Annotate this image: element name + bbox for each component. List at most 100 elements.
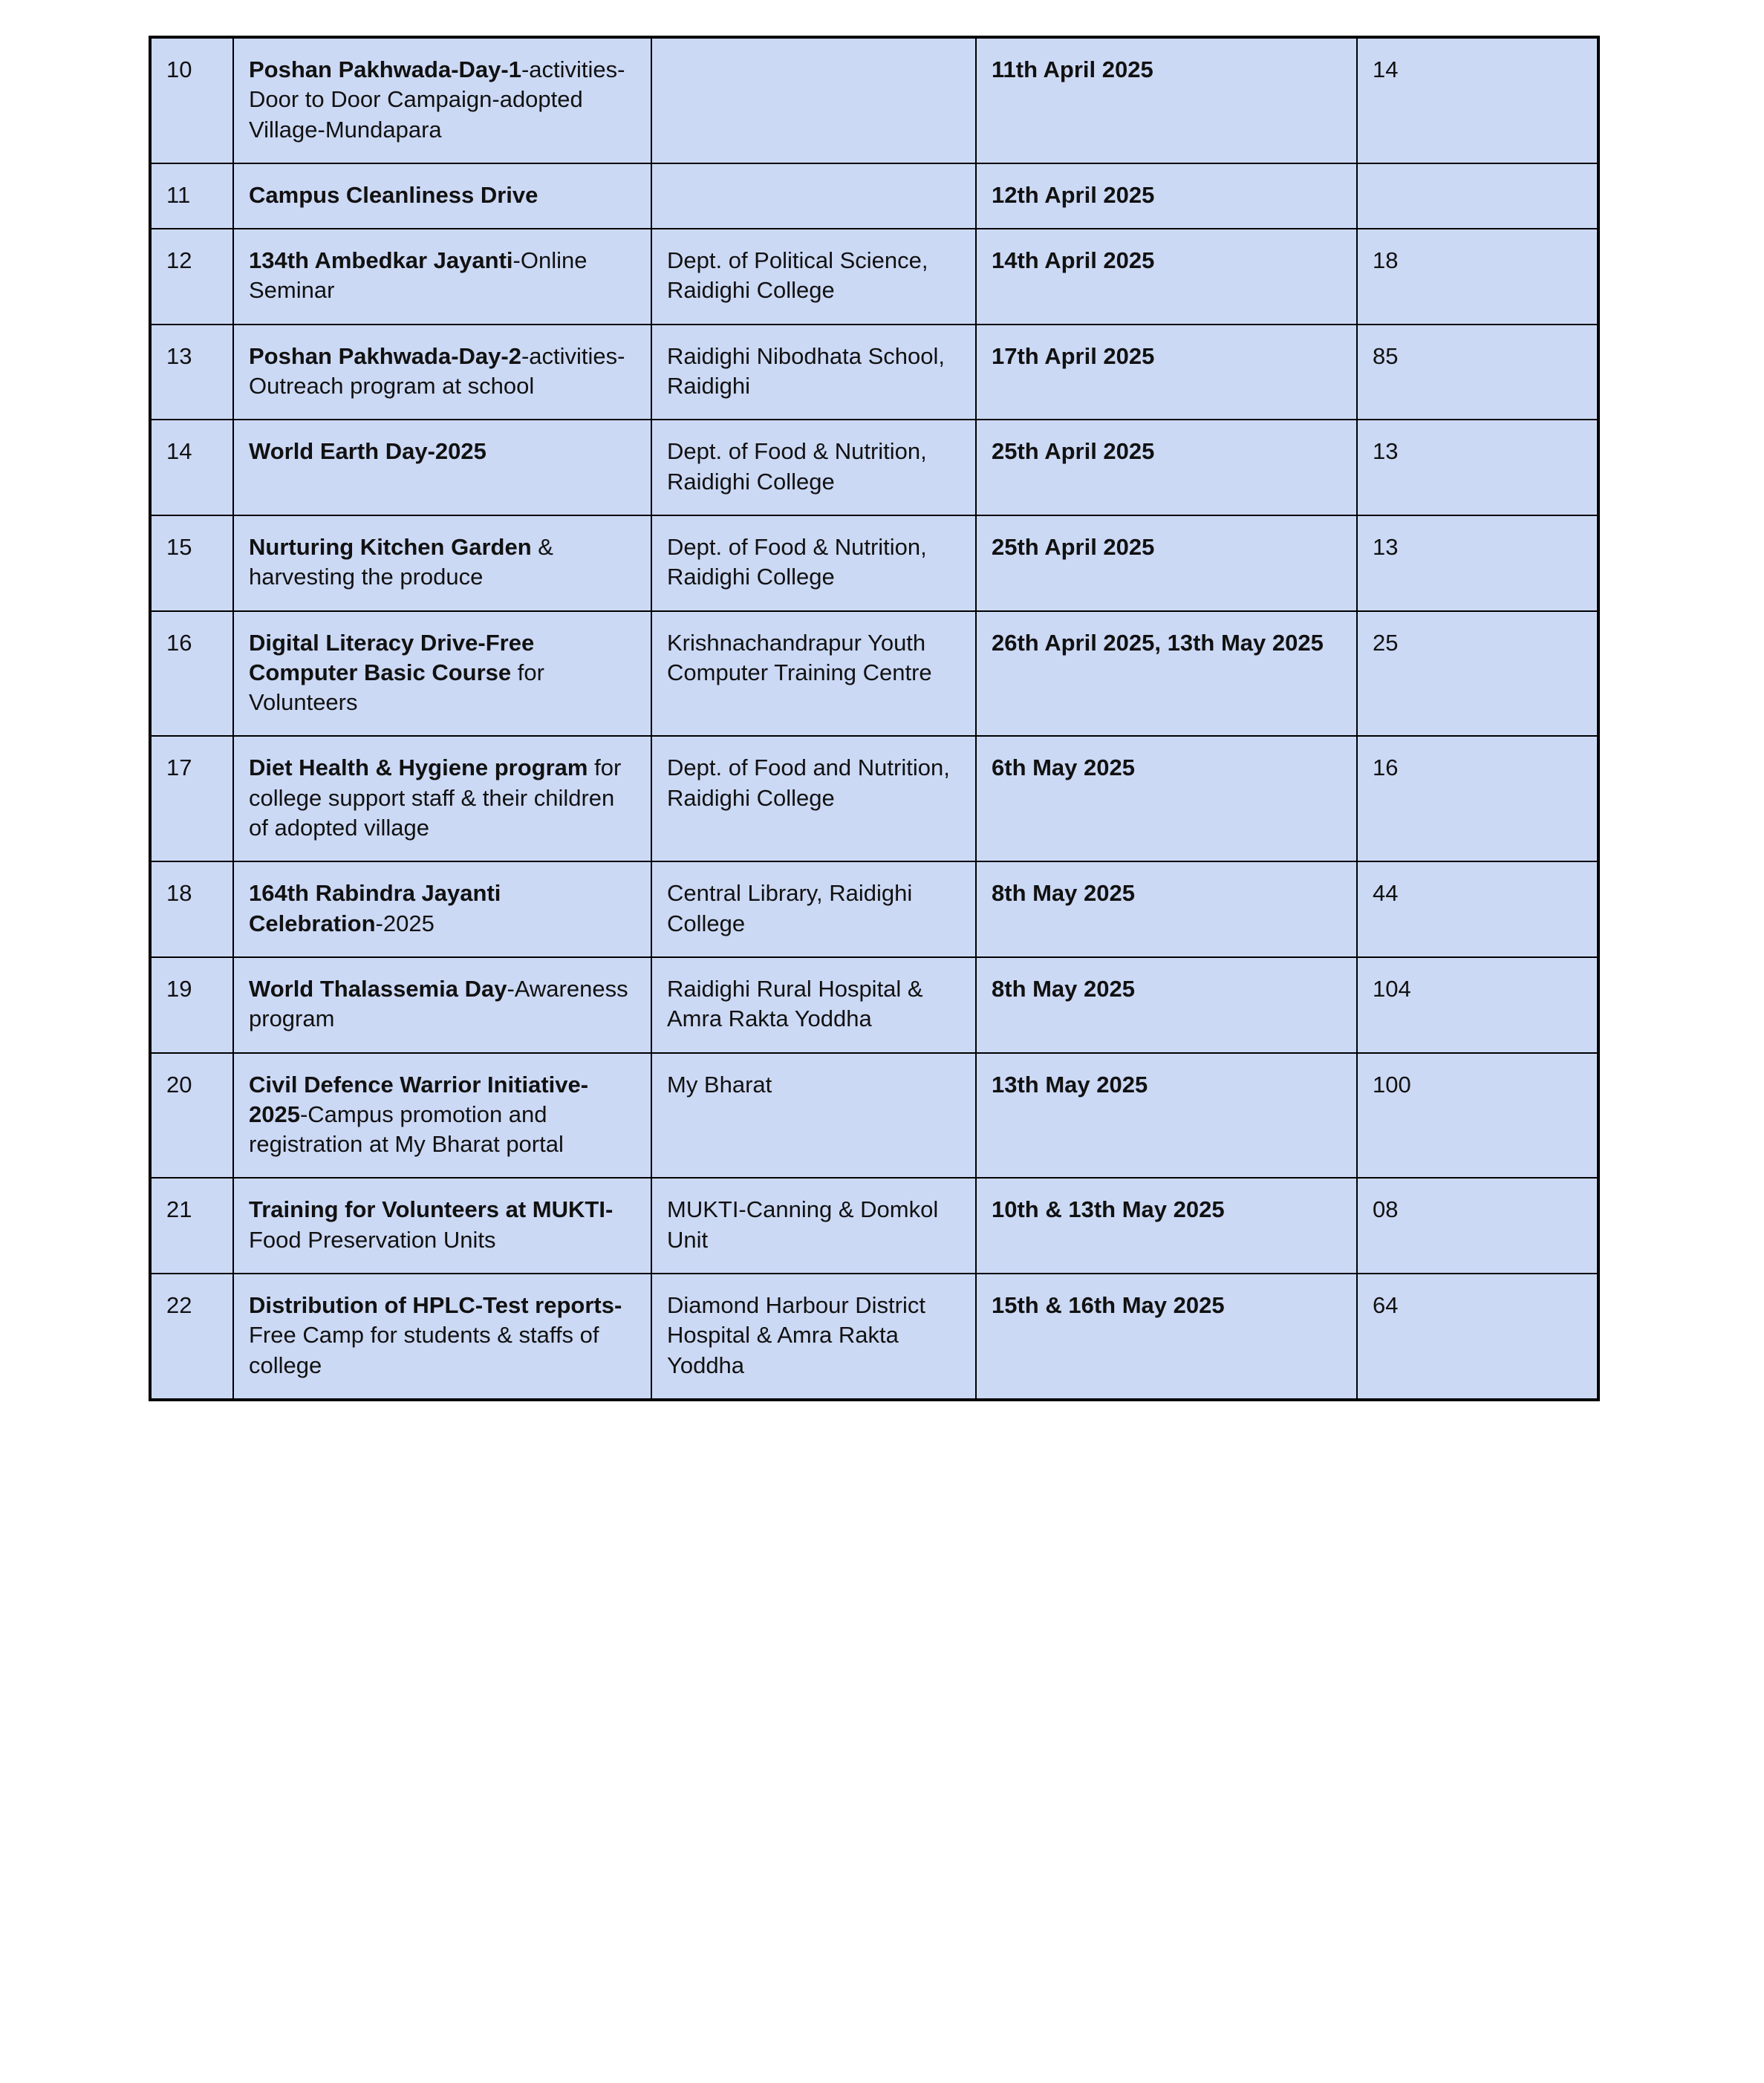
- cell-date: 15th & 16th May 2025: [975, 1273, 1358, 1401]
- cell-sl-no: 16: [149, 610, 234, 737]
- table-row: 18 164th Rabindra Jayanti Celebration-20…: [149, 861, 1599, 958]
- cell-organisation: Krishnachandrapur Youth Computer Trainin…: [651, 610, 977, 737]
- activity-title-bold: 164th Rabindra Jayanti Celebration: [249, 880, 501, 936]
- cell-sl-no: 15: [149, 514, 234, 612]
- cell-participants: 100: [1356, 1052, 1599, 1179]
- activity-title-rest: -Campus promotion and registration at My…: [249, 1101, 564, 1158]
- activity-title-rest: -Online Seminar: [249, 247, 588, 304]
- cell-date: 14th April 2025: [975, 228, 1358, 325]
- cell-date: 8th May 2025: [975, 956, 1358, 1054]
- activity-title-rest: -2025: [375, 910, 435, 936]
- activity-title-bold: Nurturing Kitchen Garden: [249, 533, 532, 560]
- cell-sl-no: 10: [149, 36, 234, 164]
- table-row: 20 Civil Defence Warrior Initiative-2025…: [149, 1052, 1599, 1179]
- activity-title-bold: World Thalassemia Day: [249, 975, 507, 1002]
- cell-activity: Digital Literacy Drive-Free Computer Bas…: [232, 610, 652, 737]
- activity-title-rest: Food Preservation Units: [249, 1226, 496, 1253]
- cell-activity: Distribution of HPLC-Test reports- Free C…: [232, 1273, 652, 1401]
- cell-organisation: Diamond Harbour District Hospital & Amra…: [651, 1273, 977, 1401]
- cell-organisation: Dept. of Food & Nutrition, Raidighi Coll…: [651, 419, 977, 516]
- cell-activity: Civil Defence Warrior Initiative-2025-Ca…: [232, 1052, 652, 1179]
- cell-participants: 18: [1356, 228, 1599, 325]
- cell-activity: Diet Health & Hygiene program for colleg…: [232, 735, 652, 863]
- cell-activity: 134th Ambedkar Jayanti-Online Seminar: [232, 228, 652, 325]
- activity-title-bold: Diet Health & Hygiene program: [249, 754, 588, 781]
- activity-title-rest: & harvesting the produce: [249, 533, 553, 590]
- cell-date: 12th April 2025: [975, 162, 1358, 230]
- cell-organisation: Central Library, Raidighi College: [651, 861, 977, 958]
- cell-sl-no: 11: [149, 162, 234, 230]
- cell-sl-no: 22: [149, 1273, 234, 1401]
- cell-participants: [1356, 162, 1599, 230]
- cell-participants: 16: [1356, 735, 1599, 863]
- cell-activity: World Earth Day-2025: [232, 419, 652, 516]
- cell-activity: 164th Rabindra Jayanti Celebration-2025: [232, 861, 652, 958]
- cell-organisation: My Bharat: [651, 1052, 977, 1179]
- cell-participants: 25: [1356, 610, 1599, 737]
- cell-participants: 13: [1356, 419, 1599, 516]
- cell-organisation: Dept. of Food & Nutrition, Raidighi Coll…: [651, 514, 977, 612]
- cell-organisation: Raidighi Nibodhata School, Raidighi: [651, 323, 977, 421]
- table-row: 10 Poshan Pakhwada-Day-1-activities-Door…: [149, 36, 1599, 164]
- cell-organisation: [651, 162, 977, 230]
- cell-activity: Poshan Pakhwada-Day-2-activities-Outreac…: [232, 323, 652, 421]
- cell-participants: 08: [1356, 1177, 1599, 1275]
- activity-title-rest: -activities-Door to Door Campaign-adopte…: [249, 56, 625, 143]
- cell-date: 25th April 2025: [975, 514, 1358, 612]
- table-row: 22 Distribution of HPLC-Test reports- Fre…: [149, 1273, 1599, 1401]
- activity-title-bold: Poshan Pakhwada-Day-1: [249, 56, 521, 82]
- table-row: 19 World Thalassemia Day-Awareness progr…: [149, 956, 1599, 1054]
- cell-date: 26th April 2025, 13th May 2025: [975, 610, 1358, 737]
- cell-date: 11th April 2025: [975, 36, 1358, 164]
- table-row: 21 Training for Volunteers at MUKTI- Food…: [149, 1177, 1599, 1275]
- activity-title-bold: Poshan Pakhwada-Day-2: [249, 342, 521, 369]
- cell-date: 6th May 2025: [975, 735, 1358, 863]
- activity-table-body: 10 Poshan Pakhwada-Day-1-activities-Door…: [149, 36, 1599, 1401]
- activity-title-bold: World Earth Day-2025: [249, 438, 486, 465]
- cell-sl-no: 20: [149, 1052, 234, 1179]
- activity-title-bold: Civil Defence Warrior Initiative-2025: [249, 1071, 589, 1127]
- cell-date: 13th May 2025: [975, 1052, 1358, 1179]
- activity-table: 10 Poshan Pakhwada-Day-1-activities-Door…: [149, 36, 1600, 1401]
- cell-participants: 85: [1356, 323, 1599, 421]
- table-row: 11 Campus Cleanliness Drive 12th April 2…: [149, 162, 1599, 230]
- cell-sl-no: 21: [149, 1177, 234, 1275]
- cell-date: 25th April 2025: [975, 419, 1358, 516]
- activity-title-rest: Free Camp for students & staffs of colle…: [249, 1322, 599, 1378]
- cell-activity: Nurturing Kitchen Garden & harvesting th…: [232, 514, 652, 612]
- cell-activity: World Thalassemia Day-Awareness program: [232, 956, 652, 1054]
- activity-title-rest: for college support staff & their childr…: [249, 754, 622, 841]
- cell-date: 8th May 2025: [975, 861, 1358, 958]
- cell-organisation: Dept. of Political Science, Raidighi Col…: [651, 228, 977, 325]
- cell-sl-no: 19: [149, 956, 234, 1054]
- cell-sl-no: 14: [149, 419, 234, 516]
- cell-organisation: Raidighi Rural Hospital & Amra Rakta Yod…: [651, 956, 977, 1054]
- table-row: 16 Digital Literacy Drive-Free Computer …: [149, 610, 1599, 737]
- cell-organisation: [651, 36, 977, 164]
- cell-sl-no: 13: [149, 323, 234, 421]
- activity-title-rest: for Volunteers: [249, 659, 544, 716]
- activity-table-wrapper: 10 Poshan Pakhwada-Day-1-activities-Door…: [149, 36, 1600, 1401]
- activity-title-bold: Campus Cleanliness Drive: [249, 181, 538, 208]
- cell-organisation: MUKTI-Canning & Domkol Unit: [651, 1177, 977, 1275]
- cell-activity: Training for Volunteers at MUKTI- Food Pr…: [232, 1177, 652, 1275]
- cell-sl-no: 17: [149, 735, 234, 863]
- activity-title-bold: Distribution of HPLC-Test reports-: [249, 1292, 622, 1319]
- table-row: 17 Diet Health & Hygiene program for col…: [149, 735, 1599, 863]
- table-row: 15 Nurturing Kitchen Garden & harvesting…: [149, 514, 1599, 612]
- activity-title-bold: Digital Literacy Drive-Free Computer Bas…: [249, 629, 535, 685]
- cell-sl-no: 12: [149, 228, 234, 325]
- cell-participants: 14: [1356, 36, 1599, 164]
- cell-participants: 64: [1356, 1273, 1599, 1401]
- table-row: 14 World Earth Day-2025 Dept. of Food & …: [149, 419, 1599, 516]
- table-row: 12 134th Ambedkar Jayanti-Online Seminar…: [149, 228, 1599, 325]
- cell-activity: Campus Cleanliness Drive: [232, 162, 652, 230]
- activity-title-rest: -Awareness program: [249, 975, 628, 1032]
- cell-date: 17th April 2025: [975, 323, 1358, 421]
- activity-title-bold: Training for Volunteers at MUKTI-: [249, 1196, 614, 1223]
- activity-title-bold: 134th Ambedkar Jayanti: [249, 247, 513, 274]
- cell-participants: 104: [1356, 956, 1599, 1054]
- cell-participants: 44: [1356, 861, 1599, 958]
- cell-organisation: Dept. of Food and Nutrition, Raidighi Co…: [651, 735, 977, 863]
